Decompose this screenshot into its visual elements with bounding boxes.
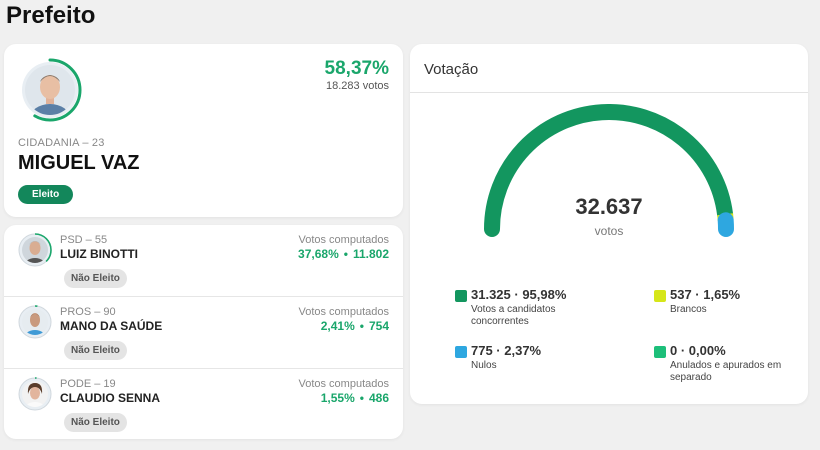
candidate-result: 1,55% • 486 bbox=[321, 391, 389, 405]
votacao-card: Votação 32.637 votos 31.325 · 95,98% Vot… bbox=[410, 44, 808, 404]
votes-computed-label: Votos computados bbox=[298, 234, 389, 246]
not-elected-badge: Não Eleito bbox=[64, 413, 127, 432]
candidate-avatar bbox=[18, 305, 52, 339]
candidate-party: PSD – 55 bbox=[60, 234, 108, 246]
votacao-title: Votação bbox=[424, 61, 479, 78]
card-divider bbox=[410, 92, 808, 93]
total-votes-label: votos bbox=[594, 224, 624, 238]
candidate-name: MANO DA SAÚDE bbox=[60, 319, 163, 333]
not-elected-badge: Não Eleito bbox=[64, 269, 127, 288]
winner-percent: 58,37% bbox=[324, 58, 389, 79]
page-title: Prefeito bbox=[6, 2, 96, 29]
legend-description: Brancos bbox=[670, 304, 707, 315]
candidate-result: 37,68% • 11.802 bbox=[298, 247, 389, 261]
legend-swatch bbox=[455, 290, 467, 302]
candidate-votes: 754 bbox=[368, 319, 389, 333]
candidate-name: LUIZ BINOTTI bbox=[60, 247, 138, 261]
legend-value: 31.325 · 95,98% bbox=[471, 287, 567, 302]
candidate-row[interactable]: PROS – 90 MANO DA SAÚDE Não Eleito Votos… bbox=[4, 297, 403, 368]
candidate-party: PROS – 90 bbox=[60, 306, 116, 318]
legend-value: 0 · 0,00% bbox=[670, 343, 726, 358]
votes-computed-label: Votos computados bbox=[298, 306, 389, 318]
row-divider bbox=[4, 368, 403, 369]
candidate-votes: 486 bbox=[368, 391, 389, 405]
candidate-avatar bbox=[18, 233, 52, 267]
gauge-segment bbox=[484, 104, 734, 237]
candidate-result: 2,41% • 754 bbox=[321, 319, 389, 333]
legend-value: 537 · 1,65% bbox=[670, 287, 741, 302]
candidate-percent: 1,55% bbox=[320, 391, 355, 405]
total-votes: 32.637 bbox=[575, 194, 643, 219]
legend-description: Votos a candidatos concorrentes bbox=[471, 304, 556, 327]
winner-name: MIGUEL VAZ bbox=[18, 152, 140, 174]
candidate-row[interactable]: PODE – 19 CLAUDIO SENNA Não Eleito Votos… bbox=[4, 369, 403, 440]
legend-swatch bbox=[654, 290, 666, 302]
legend-swatch bbox=[654, 346, 666, 358]
candidate-party: PODE – 19 bbox=[60, 378, 116, 390]
row-divider bbox=[4, 296, 403, 297]
legend-description: Nulos bbox=[471, 360, 497, 371]
legend-swatch bbox=[455, 346, 467, 358]
candidate-votes: 11.802 bbox=[352, 247, 389, 261]
candidate-percent: 37,68% bbox=[298, 247, 339, 261]
candidates-list: PSD – 55 LUIZ BINOTTI Não Eleito Votos c… bbox=[4, 225, 403, 439]
separator: • bbox=[359, 319, 364, 333]
candidate-row[interactable]: PSD – 55 LUIZ BINOTTI Não Eleito Votos c… bbox=[4, 225, 403, 296]
legend-value: 775 · 2,37% bbox=[471, 343, 542, 358]
winner-avatar bbox=[18, 58, 82, 122]
winner-card[interactable]: 58,37% 18.283 votos CIDADANIA – 23 MIGUE… bbox=[4, 44, 403, 217]
votes-computed-label: Votos computados bbox=[298, 378, 389, 390]
separator: • bbox=[343, 247, 348, 261]
votes-gauge bbox=[480, 104, 738, 244]
legend-description: Anulados e apurados em separado bbox=[670, 360, 782, 383]
winner-votes: 18.283 votos bbox=[326, 80, 389, 92]
candidate-percent: 2,41% bbox=[320, 319, 355, 333]
elected-badge: Eleito bbox=[18, 185, 74, 204]
candidate-name: CLAUDIO SENNA bbox=[60, 391, 161, 405]
candidate-avatar bbox=[18, 377, 52, 411]
winner-party: CIDADANIA – 23 bbox=[18, 137, 105, 149]
not-elected-badge: Não Eleito bbox=[64, 341, 127, 360]
separator: • bbox=[359, 391, 364, 405]
